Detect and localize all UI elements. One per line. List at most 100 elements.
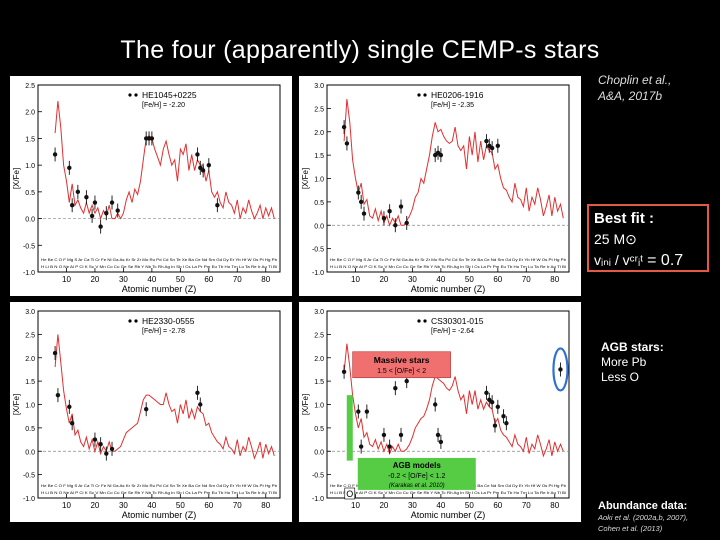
agb-models-range: -0.2 < [O/Fe] < 1.2 bbox=[388, 473, 445, 480]
y-tick-label: 1.0 bbox=[314, 177, 324, 184]
y-tick-label: -1.0 bbox=[23, 270, 35, 277]
agb-models-ref: (Karakas et al. 2010) bbox=[389, 483, 445, 489]
x-axis-label: Atomic number (Z) bbox=[411, 284, 486, 294]
data-point bbox=[381, 216, 387, 221]
data-point bbox=[195, 390, 200, 396]
oxygen-label-box bbox=[344, 487, 356, 500]
data-point bbox=[364, 409, 370, 414]
y-tick-label: -0.5 bbox=[23, 473, 35, 480]
x-tick-label: 10 bbox=[62, 501, 71, 510]
x-axis-label: Atomic number (Z) bbox=[122, 510, 197, 520]
x-axis-label: Atomic number (Z) bbox=[411, 510, 486, 520]
data-point bbox=[89, 213, 95, 219]
data-point bbox=[52, 152, 58, 157]
plot-frame bbox=[37, 310, 281, 499]
element-row-upper: He Be C O F Mg S Ar Ca Ti Cr Fe Ni Ga As… bbox=[330, 258, 566, 262]
data-point bbox=[109, 200, 115, 205]
element-row-upper: He Be C O F Mg S Ar Ca Ti Cr Fe Ni Ga As… bbox=[41, 258, 277, 262]
data-point bbox=[489, 145, 495, 151]
best-fit-title: Best fit : bbox=[594, 210, 654, 227]
y-tick-label: -1.0 bbox=[23, 496, 35, 503]
legend-star-name: HE2330-0555 bbox=[142, 316, 195, 326]
massive-stars-label: Massive stars bbox=[374, 355, 430, 365]
legend-marker bbox=[134, 93, 138, 97]
x-tick-label: 20 bbox=[379, 501, 388, 510]
data-point bbox=[387, 444, 392, 449]
y-tick-label: 0.5 bbox=[25, 426, 35, 433]
data-point bbox=[404, 220, 409, 226]
data-point bbox=[69, 421, 75, 426]
model-line bbox=[343, 343, 564, 458]
y-tick-label: 0.0 bbox=[314, 449, 324, 456]
y-tick-label: 1.5 bbox=[314, 379, 324, 386]
y-tick-label: 0.5 bbox=[314, 200, 324, 207]
agb-stars-line-1: More Pb bbox=[601, 355, 647, 369]
plot-frame bbox=[326, 84, 570, 273]
element-row-lower: H Li B N O Ne Al P Cl K Sc V Mn Co Cu Ge… bbox=[330, 265, 566, 269]
y-tick-label: 0.5 bbox=[314, 426, 324, 433]
y-tick-label: 3.0 bbox=[314, 83, 324, 90]
data-point bbox=[341, 124, 347, 130]
data-point bbox=[404, 378, 409, 384]
y-tick-label: 2.5 bbox=[314, 332, 324, 339]
data-point bbox=[67, 165, 72, 171]
data-point bbox=[484, 138, 489, 144]
abundance-ref-2: Cohen et al. (2013) bbox=[598, 524, 663, 533]
abundance-title: Abundance data: bbox=[598, 500, 688, 512]
data-point bbox=[495, 143, 501, 148]
y-tick-label: 0.0 bbox=[25, 217, 35, 224]
element-row-lower: H Li B N O Ne Al P Cl K Sc V Mn Co Cu Ge… bbox=[41, 491, 277, 495]
agb-models-box bbox=[357, 457, 476, 490]
data-point bbox=[215, 203, 220, 208]
y-tick-label: 1.0 bbox=[25, 163, 35, 170]
x-tick-label: 30 bbox=[408, 275, 417, 284]
element-row-upper: He Be C O F Mg S Ar Ca Ti Cr Fe Ni Ga As… bbox=[41, 484, 277, 488]
data-point bbox=[398, 432, 404, 438]
abundance-ref-1: Aoki et al. (2002a,b, 2007), bbox=[598, 513, 689, 522]
data-point bbox=[358, 444, 364, 449]
data-point bbox=[501, 413, 506, 419]
x-tick-label: 20 bbox=[90, 275, 99, 284]
data-point bbox=[484, 390, 489, 396]
data-point bbox=[198, 402, 203, 407]
y-tick-label: 2.5 bbox=[314, 106, 324, 113]
chart-cs30301: -1.0 -0.5 0.0 0.5 1.0 1.5 2.0 2.5 3.0 10 20 30 40 50 6… bbox=[301, 309, 570, 520]
y-tick-label: 1.0 bbox=[25, 403, 35, 410]
y-tick-label: -1.0 bbox=[312, 270, 324, 277]
model-line bbox=[54, 100, 275, 221]
y-tick-label: 2.0 bbox=[314, 130, 324, 137]
data-point bbox=[109, 446, 115, 452]
y-tick-label: -0.5 bbox=[23, 243, 35, 250]
chart-panel-he2330: -1.0 -0.5 0.0 0.5 1.0 1.5 2.0 2.5 3.0 10 20 30 40 50 6… bbox=[10, 302, 292, 522]
data-point bbox=[432, 402, 438, 407]
abundance-refs: Aoki et al. (2002a,b, 2007), Cohen et al… bbox=[598, 512, 688, 534]
chart-he2330: -1.0 -0.5 0.0 0.5 1.0 1.5 2.0 2.5 3.0 10 20 30 40 50 6… bbox=[12, 309, 281, 520]
element-row-lower: H Li B N O Ne Al P Cl K Sc V Mn Co Cu Ge… bbox=[330, 491, 566, 495]
agb-stars-title: AGB stars: bbox=[601, 340, 664, 354]
x-tick-label: 40 bbox=[436, 275, 445, 284]
data-point bbox=[200, 168, 206, 173]
data-point bbox=[98, 224, 103, 229]
x-tick-label: 40 bbox=[147, 275, 156, 284]
citation-line-2: A&A, 2017b bbox=[598, 89, 663, 103]
x-tick-label: 70 bbox=[233, 275, 242, 284]
y-tick-label: 1.5 bbox=[25, 136, 35, 143]
legend-star-name: CS30301-015 bbox=[431, 316, 484, 326]
data-point bbox=[393, 385, 398, 391]
data-point bbox=[489, 399, 495, 405]
model-line bbox=[343, 98, 564, 227]
legend-feh: [Fe/H] = -2.20 bbox=[142, 102, 185, 109]
x-tick-label: 20 bbox=[379, 275, 388, 284]
data-point bbox=[92, 200, 98, 205]
agb-stars-line-2: Less O bbox=[601, 370, 640, 384]
x-tick-label: 20 bbox=[90, 501, 99, 510]
data-point bbox=[206, 162, 212, 168]
data-point bbox=[438, 439, 444, 445]
chart-he0206: -1.0 -0.5 0.0 0.5 1.0 1.5 2.0 2.5 3.0 10 20 30 40 50 6… bbox=[301, 83, 570, 294]
data-point bbox=[341, 369, 347, 374]
data-point bbox=[55, 392, 61, 398]
data-point bbox=[344, 141, 350, 146]
data-point bbox=[435, 432, 441, 438]
best-fit-velocity-label: vᵢₙᵢ / vᶜʳᵢᵗ bbox=[594, 252, 644, 268]
data-point bbox=[198, 165, 203, 171]
